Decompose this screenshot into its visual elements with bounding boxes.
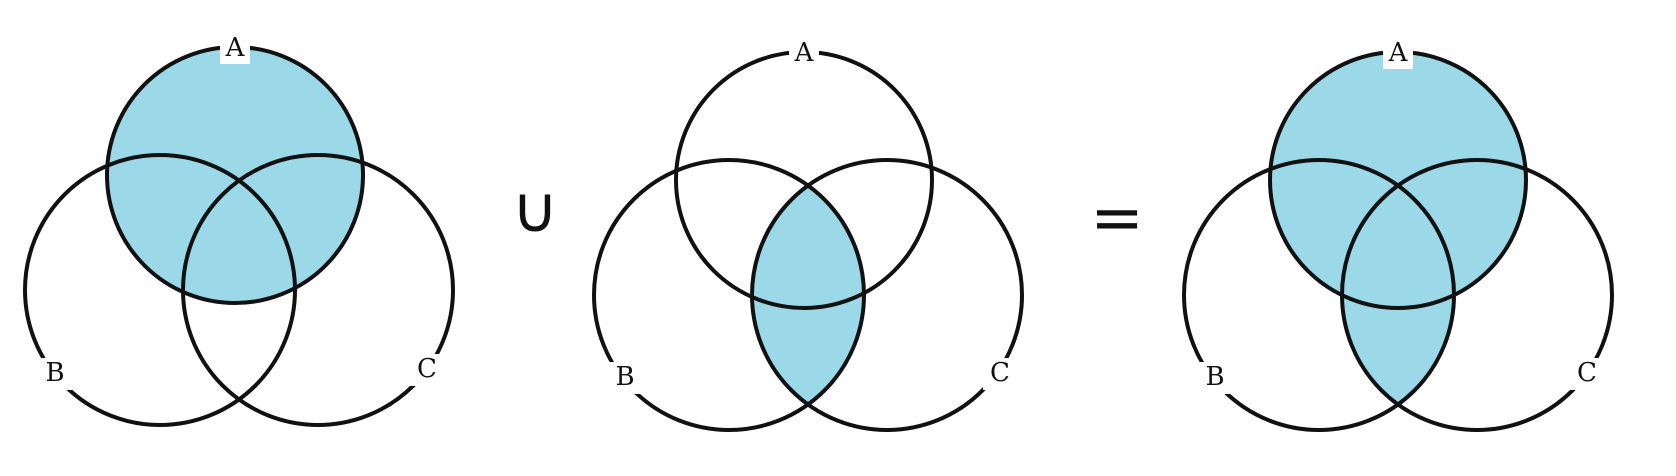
middle-shade-b-and-c xyxy=(752,160,864,430)
venn-middle: A B C xyxy=(592,37,1024,432)
middle-label-b: B xyxy=(615,362,634,392)
venn-left: A B C xyxy=(23,32,455,427)
left-circle-c xyxy=(181,153,455,427)
middle-label-c: C xyxy=(990,358,1010,388)
union-operator: ∪ xyxy=(512,174,559,248)
left-shade-a xyxy=(107,47,363,303)
left-label-c: C xyxy=(417,354,437,384)
equals-operator: = xyxy=(1090,182,1144,256)
right-circle-b xyxy=(1182,158,1456,432)
venn-right: A B C xyxy=(1182,37,1614,432)
middle-label-a: A xyxy=(794,38,815,68)
left-label-b: B xyxy=(45,358,64,388)
middle-circle-c xyxy=(750,158,1024,432)
right-shade-a xyxy=(1270,52,1526,308)
left-circle-b xyxy=(23,153,297,427)
right-circle-c xyxy=(1340,158,1614,432)
right-label-a: A xyxy=(1388,38,1409,68)
left-label-a: A xyxy=(225,33,246,63)
right-label-b: B xyxy=(1205,362,1224,392)
middle-circle-b xyxy=(592,158,866,432)
right-label-c: C xyxy=(1577,358,1597,388)
